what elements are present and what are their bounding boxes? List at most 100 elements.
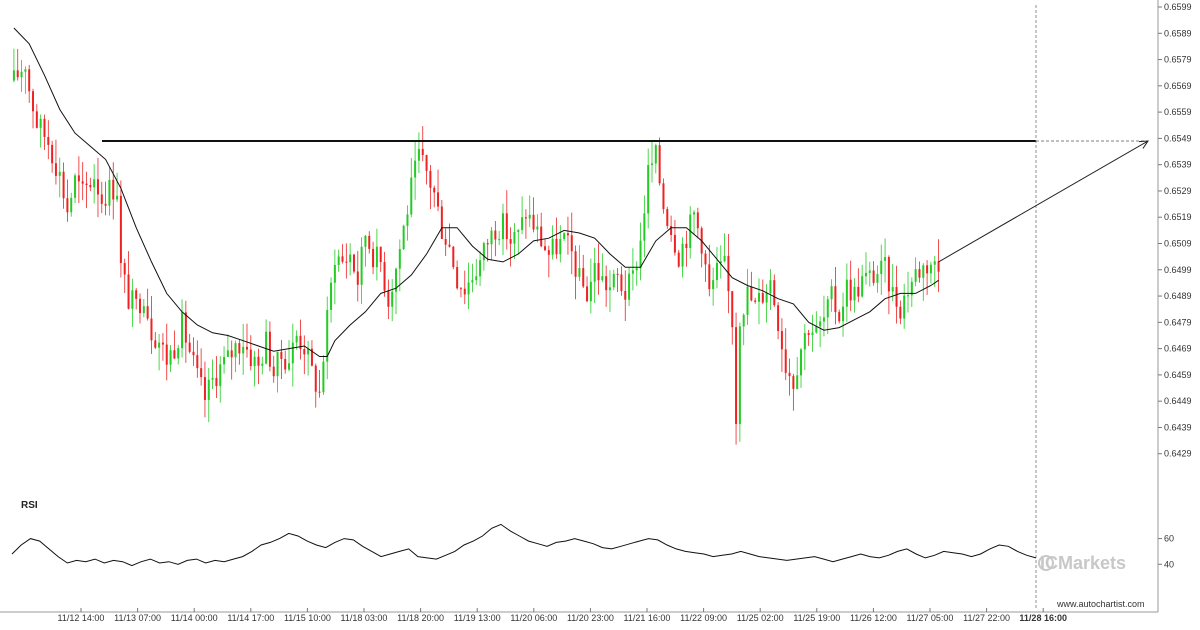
candle-body bbox=[490, 230, 493, 245]
candle-body bbox=[448, 244, 451, 247]
candle-body bbox=[647, 165, 650, 214]
candle-body bbox=[819, 321, 822, 327]
candle-body bbox=[345, 261, 348, 263]
candle-body bbox=[513, 232, 516, 244]
candle-body bbox=[234, 343, 237, 358]
candle-body bbox=[356, 271, 359, 285]
candle-body bbox=[192, 351, 195, 356]
x-tick-label: 11/20 06:00 bbox=[510, 613, 557, 623]
candle-body bbox=[211, 377, 214, 380]
y-tick-label: 0.6569 bbox=[1164, 81, 1192, 91]
candle-body bbox=[429, 170, 432, 188]
y-tick-label: 0.6499 bbox=[1164, 265, 1192, 275]
candle-body bbox=[929, 264, 932, 274]
y-axis-ticks: 0.6599 0.6589 0.6579 0.6569 0.6559 0.6549 0.65… bbox=[1158, 2, 1192, 459]
candle-body bbox=[891, 287, 894, 292]
candle-body bbox=[498, 239, 501, 241]
candle-body bbox=[288, 363, 291, 370]
candle-body bbox=[414, 160, 417, 178]
candle-body bbox=[398, 249, 401, 269]
candle-body bbox=[547, 250, 550, 255]
candle-body bbox=[872, 270, 875, 283]
candle-body bbox=[670, 225, 673, 235]
candle-body bbox=[280, 351, 283, 359]
candle-body bbox=[410, 177, 413, 215]
candle-body bbox=[230, 350, 233, 358]
x-tick-label: 11/25 19:00 bbox=[793, 613, 840, 623]
candle-body bbox=[104, 203, 107, 206]
candle-body bbox=[47, 136, 50, 145]
x-tick-label: 11/14 00:00 bbox=[171, 613, 218, 623]
candle-body bbox=[738, 326, 741, 425]
candle-body bbox=[291, 342, 294, 364]
candle-body bbox=[387, 290, 390, 307]
candle-body bbox=[788, 372, 791, 377]
candle-body bbox=[822, 317, 825, 322]
candle-body bbox=[93, 179, 96, 188]
candle-body bbox=[509, 239, 512, 244]
candle-body bbox=[146, 306, 149, 319]
icmarkets-logo: ICMarkets bbox=[1038, 553, 1126, 573]
axis-lines bbox=[0, 0, 1159, 613]
candle-body bbox=[838, 312, 841, 322]
candle-body bbox=[54, 163, 57, 176]
candle-body bbox=[757, 292, 760, 302]
candle-body bbox=[123, 263, 126, 275]
rsi-tick-label: 40 bbox=[1164, 559, 1174, 569]
candle-body bbox=[887, 257, 890, 292]
candle-body bbox=[815, 326, 818, 333]
candle-body bbox=[303, 349, 306, 355]
candle-body bbox=[158, 342, 161, 348]
candle-body bbox=[223, 356, 226, 365]
candle-body bbox=[933, 261, 936, 265]
candle-body bbox=[494, 230, 497, 240]
logo-ring-icon bbox=[1038, 555, 1054, 571]
x-tick-label: 11/27 05:00 bbox=[907, 613, 954, 623]
candle-body bbox=[559, 238, 562, 255]
candle-body bbox=[826, 299, 829, 318]
y-tick-label: 0.6449 bbox=[1164, 396, 1192, 406]
candle-body bbox=[131, 290, 134, 309]
candle-body bbox=[425, 155, 428, 171]
rsi-line bbox=[11, 523, 1037, 567]
candle-body bbox=[796, 375, 799, 389]
candle-body bbox=[169, 350, 172, 365]
candle-body bbox=[780, 331, 783, 350]
candle-body bbox=[704, 253, 707, 265]
candle-body bbox=[582, 268, 585, 287]
y-tick-label: 0.6509 bbox=[1164, 239, 1192, 249]
candle-body bbox=[807, 333, 810, 336]
candle-body bbox=[402, 225, 405, 250]
candle-body bbox=[895, 287, 898, 307]
candle-body bbox=[284, 358, 287, 370]
candle-body bbox=[127, 274, 130, 309]
candle-body bbox=[100, 194, 103, 204]
candle-body bbox=[307, 348, 310, 355]
x-tick-label: 11/25 02:00 bbox=[737, 613, 784, 623]
candle-body bbox=[777, 305, 780, 332]
candle-body bbox=[620, 274, 623, 292]
candle-body bbox=[119, 195, 122, 264]
candle-body bbox=[658, 145, 661, 184]
rsi-panel: RSI 60 40 bbox=[11, 500, 1174, 569]
moving-average-series bbox=[13, 27, 939, 357]
candle-body bbox=[165, 344, 168, 365]
candle-body bbox=[922, 265, 925, 278]
forecast-arrow-shaft bbox=[938, 140, 1149, 263]
candle-body bbox=[662, 183, 665, 210]
candle-body bbox=[910, 281, 913, 296]
candle-body bbox=[907, 295, 909, 297]
candle-body bbox=[842, 306, 845, 322]
candle-body bbox=[89, 185, 92, 188]
y-tick-label: 0.6579 bbox=[1164, 55, 1192, 65]
candle-body bbox=[803, 333, 806, 350]
candle-body bbox=[391, 291, 394, 307]
candle-body bbox=[173, 350, 176, 359]
candle-body bbox=[318, 391, 321, 393]
candle-body bbox=[876, 274, 879, 283]
candle-body bbox=[265, 331, 268, 364]
candle-body bbox=[528, 214, 531, 219]
candle-body bbox=[322, 361, 325, 393]
candle-body bbox=[479, 260, 482, 277]
y-tick-label: 0.6479 bbox=[1164, 317, 1192, 327]
